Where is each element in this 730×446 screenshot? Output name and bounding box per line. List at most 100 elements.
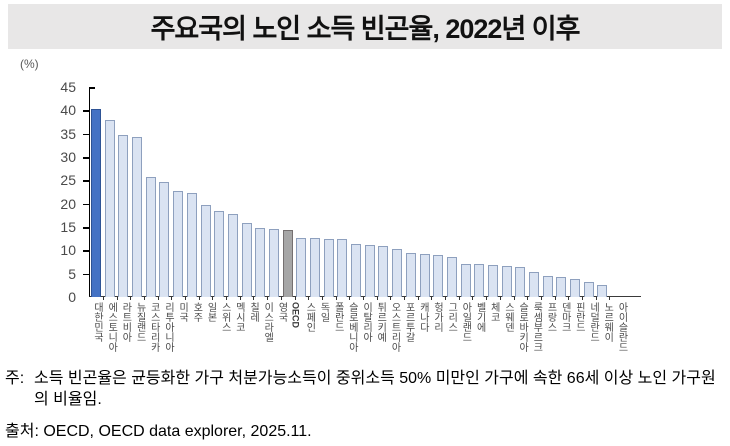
x-label-cell: 대한민국: [91, 302, 103, 352]
x-tick-mark: [529, 297, 542, 300]
bar-미국: [173, 190, 184, 297]
x-label-룩셈부르크: 룩셈부르크: [530, 302, 542, 352]
y-tick-label: 0: [68, 289, 76, 305]
x-tick-mark: [255, 297, 269, 300]
x-label-체코: 체코: [488, 302, 500, 322]
bar-리투아니아: [159, 182, 170, 297]
bar-오스트리아: [378, 246, 389, 297]
y-tick-mark: [83, 273, 89, 276]
x-label-리투아니아: 리투아니아: [162, 302, 174, 352]
x-label-독일: 독일: [318, 302, 329, 322]
y-tick-label: 15: [60, 219, 76, 235]
x-tick-mark: [187, 297, 200, 300]
bar-멕시코: [227, 213, 238, 297]
x-tick-mark: [556, 297, 570, 300]
x-label-스위스: 스위스: [219, 302, 231, 332]
x-label-캐나다: 캐나다: [417, 302, 429, 332]
title-band: 주요국의 노인 소득 빈곤율, 2022년 이후: [8, 4, 722, 49]
x-tick-mark: [105, 297, 118, 300]
bar-핀란드: [556, 277, 567, 297]
x-label-cell: 헝가리: [431, 302, 443, 352]
y-tick-label: 45: [60, 79, 76, 95]
x-label-일본: 일본: [205, 302, 216, 322]
bar-룩셈부르크: [515, 267, 526, 297]
x-label-cell: 호주: [190, 302, 202, 352]
y-tick-label: 25: [60, 172, 76, 189]
bar-캐나다: [405, 253, 416, 297]
x-tick-mark: [502, 297, 515, 300]
bar-대한민국: [91, 108, 101, 297]
x-tick-mark: [337, 297, 351, 300]
bar-네덜란드: [570, 278, 581, 297]
x-label-cell: 핀란드: [573, 302, 584, 352]
bar-아일랜드: [446, 256, 457, 297]
x-label-코스타리카: 코스타리카: [148, 302, 160, 352]
x-label-cell: 스페인: [303, 302, 315, 352]
footnote: 주: 소득 빈곤율은 균등화한 가구 처분가능소득이 중위소득 50% 미만인 …: [5, 369, 727, 411]
x-tick-mark: [447, 297, 460, 300]
x-tick-mark: [324, 297, 337, 300]
x-label-cell: 이탈리아: [360, 302, 372, 352]
bar-호주: [186, 192, 197, 297]
bar-라트비아: [118, 134, 129, 297]
x-label-cell: 슬로베니아: [346, 302, 357, 352]
x-label-폴란드: 폴란드: [332, 302, 344, 332]
y-tick-mark: [83, 227, 89, 229]
x-tick-mark: [118, 297, 132, 300]
x-label-슬로베니아: 슬로베니아: [346, 302, 358, 352]
x-label-cell: 독일: [318, 302, 329, 352]
figure-footer: 주: 소득 빈곤율은 균등화한 가구 처분가능소득이 중위소득 50% 미만인 …: [5, 369, 727, 441]
bar-영국: [268, 228, 279, 297]
bar-일본: [200, 204, 211, 297]
x-label-미국: 미국: [176, 302, 188, 322]
y-tick-mark: [83, 250, 89, 252]
x-label-영국: 영국: [275, 302, 287, 322]
x-label-칠레: 칠레: [247, 302, 259, 322]
y-tick-label: 5: [68, 265, 76, 282]
x-label-cell: 룩셈부르크: [530, 302, 542, 352]
x-label-cell: 에스토니아: [105, 302, 117, 352]
x-tick-mark: [365, 297, 378, 300]
x-label-cell: 뉴질랜드: [134, 302, 145, 352]
y-tick-mark: [83, 180, 89, 182]
bar-슬로바키아: [501, 266, 512, 297]
x-label-cell: 영국: [275, 302, 287, 352]
x-label-스웨덴: 스웨덴: [502, 302, 514, 332]
x-tick-mark: [488, 297, 501, 300]
x-tick-mark: [584, 297, 597, 300]
x-tick-mark: [461, 297, 474, 300]
x-tick-mark: [91, 297, 104, 300]
x-label-오스트리아: 오스트리아: [388, 302, 400, 352]
y-tick-label: 40: [60, 102, 76, 119]
bar-독일: [310, 238, 320, 297]
bar-덴마크: [542, 276, 553, 297]
bar-스위스: [214, 210, 225, 297]
bar-노르웨이: [583, 281, 594, 297]
x-label-대한민국: 대한민국: [91, 302, 103, 342]
x-label-노르웨이: 노르웨이: [601, 302, 613, 342]
x-label-포르투갈: 포르투갈: [403, 302, 415, 342]
x-label-cell: 프랑스: [545, 302, 556, 352]
x-tick-mark: [283, 297, 296, 300]
bar-프랑스: [529, 271, 539, 297]
x-label-슬로바키아: 슬로바키아: [516, 302, 528, 352]
bar-에스토니아: [104, 119, 115, 297]
bar-칠레: [241, 222, 252, 297]
x-label-cell: 라트비아: [119, 302, 131, 352]
x-tick-mark: [420, 297, 433, 300]
x-label-이스라엘: 이스라엘: [261, 302, 273, 342]
bar-폴란드: [323, 238, 334, 297]
x-tick-mark: [378, 297, 392, 300]
bar-포르투갈: [392, 248, 403, 297]
y-tick-mark: [83, 133, 89, 136]
y-tick-label: 30: [60, 149, 76, 165]
x-tick-mark: [351, 297, 364, 300]
x-label-cell: 칠레: [247, 302, 259, 352]
x-label-네덜란드: 네덜란드: [587, 302, 599, 342]
bar-헝가리: [419, 253, 430, 297]
x-tick-mark: [269, 297, 282, 300]
bar-스웨덴: [487, 265, 498, 297]
x-label-멕시코: 멕시코: [233, 302, 245, 332]
bar-이탈리아: [351, 243, 362, 297]
